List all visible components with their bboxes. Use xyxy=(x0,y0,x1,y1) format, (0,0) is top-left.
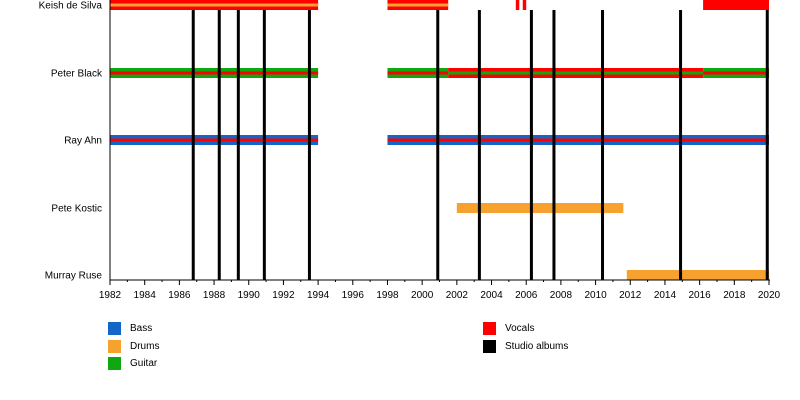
legend-label-studio-albums: Studio albums xyxy=(505,341,569,352)
member-label-murray-ruse: Murray Ruse xyxy=(45,271,103,282)
bar-pete-kostic-11 xyxy=(456,203,624,213)
tick-label-2020: 2020 xyxy=(758,290,781,301)
bar-stripe-vocals xyxy=(703,71,769,75)
tick-label-1994: 1994 xyxy=(307,290,330,301)
legend-label-bass: Bass xyxy=(130,323,153,334)
member-labels: Keish de Silva Peter Black Ray Ahn Pete Kos… xyxy=(39,1,103,282)
tick-label-2008: 2008 xyxy=(550,290,573,301)
bar-stripe-guitar xyxy=(448,71,704,75)
legend-swatch-studio-albums xyxy=(483,340,496,353)
member-label-peter-black: Peter Black xyxy=(51,69,103,80)
tick-label-2002: 2002 xyxy=(446,290,469,301)
member-bars xyxy=(110,0,769,280)
tick-label-1992: 1992 xyxy=(272,290,295,301)
tick-label-1986: 1986 xyxy=(168,290,191,301)
legend-swatch-vocals xyxy=(483,322,496,335)
bar-stripe-vocals xyxy=(110,138,319,142)
bar-stripe-vocals xyxy=(387,71,449,75)
tick-label-2010: 2010 xyxy=(584,290,607,301)
bar-keish-de-silva-1 xyxy=(387,0,449,10)
bar-stripe-drums xyxy=(110,3,319,7)
bar-fill-vocals xyxy=(703,0,769,10)
x-axis: 1982 1984 1986 1988 1990 1992 1994 1996 1998 2000… xyxy=(99,0,781,301)
tick-label-1996: 1996 xyxy=(342,290,365,301)
tick-label-2000: 2000 xyxy=(411,290,434,301)
legend-swatch-guitar xyxy=(108,357,121,370)
bar-fill-vocals xyxy=(515,0,520,10)
tick-label-2006: 2006 xyxy=(515,290,538,301)
bar-peter-black-8 xyxy=(703,68,769,78)
bar-stripe-vocals xyxy=(387,138,769,142)
bar-fill-drums xyxy=(456,203,624,213)
bar-fill-drums xyxy=(626,270,769,280)
bar-keish-de-silva-3 xyxy=(522,0,527,10)
tick-label-2004: 2004 xyxy=(480,290,503,301)
bar-peter-black-6 xyxy=(387,68,449,78)
legend-label-guitar: Guitar xyxy=(130,358,158,369)
tick-label-2016: 2016 xyxy=(689,290,712,301)
member-label-pete-kostic: Pete Kostic xyxy=(51,204,102,215)
bar-peter-black-7 xyxy=(448,68,704,78)
bar-keish-de-silva-0 xyxy=(110,0,319,10)
tick-label-1990: 1990 xyxy=(238,290,261,301)
tick-label-1982: 1982 xyxy=(99,290,122,301)
tick-label-2018: 2018 xyxy=(723,290,746,301)
tick-label-2014: 2014 xyxy=(654,290,677,301)
tick-label-1988: 1988 xyxy=(203,290,226,301)
bar-stripe-drums xyxy=(387,3,449,7)
legend-label-vocals: Vocals xyxy=(505,323,535,334)
bar-ray-ahn-10 xyxy=(387,135,769,145)
member-label-keish-de-silva: Keish de Silva xyxy=(39,1,103,12)
legend-swatch-drums xyxy=(108,340,121,353)
legend-label-drums: Drums xyxy=(130,341,160,352)
tick-label-1984: 1984 xyxy=(134,290,157,301)
bar-peter-black-5 xyxy=(110,68,319,78)
bar-stripe-vocals xyxy=(110,71,319,75)
bar-keish-de-silva-2 xyxy=(515,0,520,10)
bar-fill-vocals xyxy=(522,0,527,10)
legend-swatch-bass xyxy=(108,322,121,335)
bar-ray-ahn-9 xyxy=(110,135,319,145)
member-label-ray-ahn: Ray Ahn xyxy=(64,136,102,147)
tick-label-1998: 1998 xyxy=(376,290,399,301)
album-lines xyxy=(191,10,769,280)
tick-label-2012: 2012 xyxy=(619,290,642,301)
bar-murray-ruse-12 xyxy=(626,270,769,280)
bar-keish-de-silva-4 xyxy=(703,0,769,10)
